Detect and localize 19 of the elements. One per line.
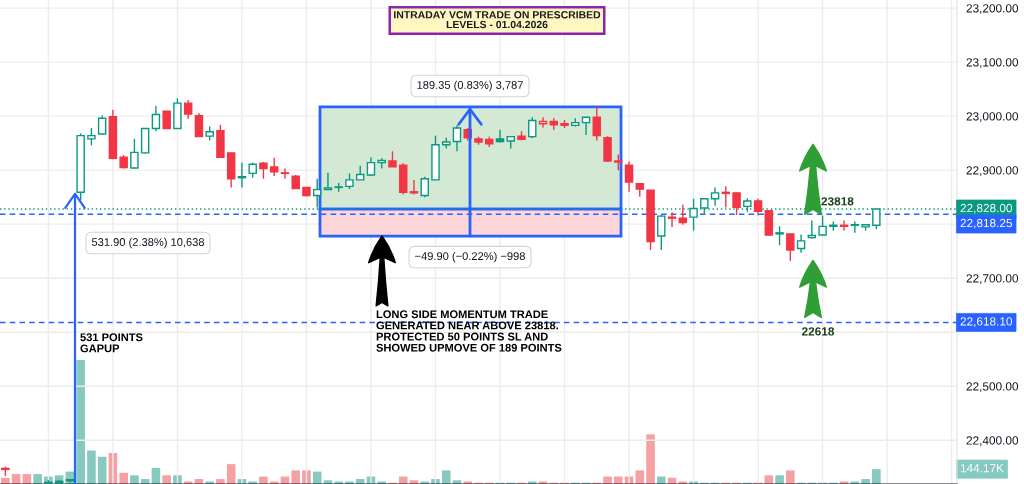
text: 144.17K	[960, 464, 1004, 473]
y-tick-label: 22,700.00	[966, 274, 1019, 284]
annotation: 23818	[821, 197, 854, 206]
y-tick-label: 23,200.00	[966, 4, 1019, 14]
y-tick-label: 22,900.00	[966, 166, 1019, 176]
ref-line-label: 22,818.25	[960, 218, 1013, 229]
ref-line-label: 22,828.00	[960, 203, 1013, 214]
y-tick-label: 23,100.00	[966, 58, 1019, 68]
ref-line-label: 22,618.10	[960, 317, 1013, 327]
annotation: 531 POINTS GAPUP	[80, 333, 143, 353]
annotation: 22618	[802, 327, 835, 336]
text: INTRADAY VCM TRADE ON PRESCRIBED LEVELS - 01.04.2026	[394, 11, 601, 29]
band-label: 189.35 (0.83%) 3,787	[417, 80, 523, 92]
y-tick-label: 22,500.00	[966, 382, 1019, 393]
y-tick-label: 22,400.00	[966, 436, 1019, 447]
y-tick-label: 23,000.00	[966, 112, 1019, 122]
annotation: 531.90 (2.38%) 10,638	[91, 237, 205, 249]
annotation: LONG SIDE MOMENTUM TRADE GENERATED NEAR ABOVE 23818. PROTECTED 50 POINTS SL AND SHOWED UPMOVE OF 189 POINTS	[376, 310, 562, 352]
band-label: −49.90 (−0.22%) −998	[415, 251, 525, 263]
